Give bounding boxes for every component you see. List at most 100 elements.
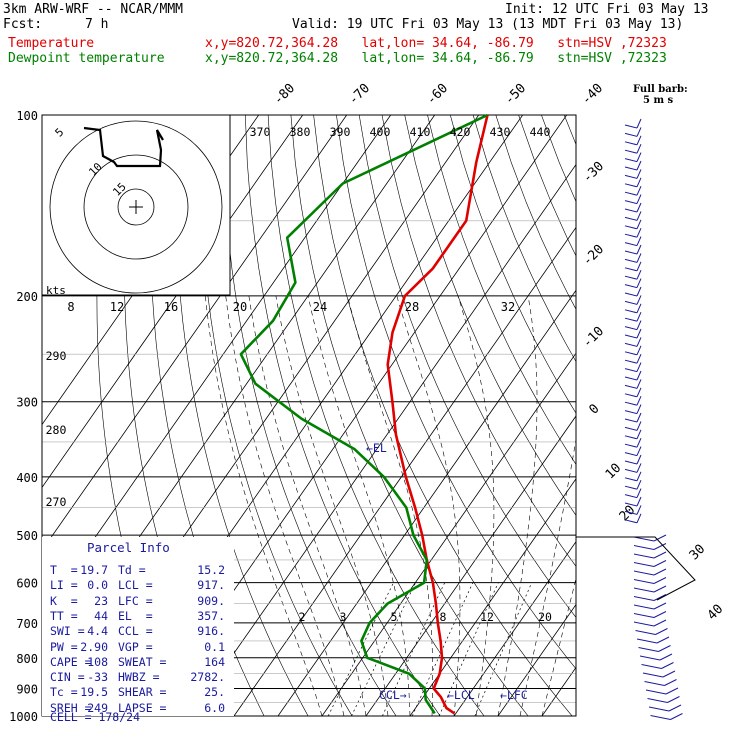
wind-barb xyxy=(653,577,667,584)
mixing-ratio-label: 5 xyxy=(391,610,398,624)
wind-barb xyxy=(636,479,642,490)
wind-barb xyxy=(653,551,667,559)
wind-barb xyxy=(653,543,667,550)
pressure-label: 400 xyxy=(16,471,38,485)
parcel-info-key: VGP = xyxy=(118,639,153,654)
parcel-info-key: SREH = xyxy=(50,700,92,715)
wind-barb xyxy=(658,645,671,652)
isotherm-label: 0 xyxy=(586,401,602,417)
parcel-info-key: EL = xyxy=(118,608,153,623)
wind-barb xyxy=(653,594,667,601)
theta-e-label: 410 xyxy=(410,125,431,139)
wind-barb xyxy=(636,261,642,272)
moist-adiabat xyxy=(347,295,433,716)
parcel-info-key: SWI = xyxy=(50,624,85,639)
parcel-info-value: 19.5 xyxy=(80,685,108,700)
mixing-ratio-label: 8 xyxy=(440,610,447,624)
parcel-info-key: LCL = xyxy=(118,578,153,593)
wind-barb xyxy=(624,258,638,263)
wind-barb xyxy=(636,353,642,364)
parcel-info-key: CAPE = xyxy=(50,654,92,669)
dry-adiabat xyxy=(313,115,573,716)
hodograph-ring xyxy=(83,154,189,260)
parcel-info-value: 23 xyxy=(94,593,108,608)
wind-barb xyxy=(636,143,642,154)
wind-barb xyxy=(636,185,642,196)
temperature-location: x,y=820.72,364.28 lat,lon= 34.64, -86.79… xyxy=(205,36,667,51)
wind-barb xyxy=(653,611,667,618)
wind-barb xyxy=(633,613,655,618)
wind-barb xyxy=(636,488,642,498)
mixing-ratio-line xyxy=(382,582,446,716)
mixing-ratio-line xyxy=(438,582,499,716)
parcel-info-value: 44 xyxy=(94,608,108,623)
dry-adiabat xyxy=(633,115,740,716)
wind-barb xyxy=(624,200,638,205)
wind-barb xyxy=(636,303,642,314)
dry-adiabat xyxy=(655,115,740,716)
parcel-info-cell: CELL = 178/24 xyxy=(50,710,141,724)
wind-barb xyxy=(633,604,655,610)
wind-barb xyxy=(624,376,638,381)
wind-barb xyxy=(633,621,655,627)
wind-barb xyxy=(656,636,670,644)
parcel-info-value: 909. xyxy=(197,593,225,608)
isotherm-line xyxy=(42,115,348,551)
wind-barb xyxy=(624,468,638,473)
pressure-label: 500 xyxy=(16,529,38,543)
moist-adiabat xyxy=(519,437,576,716)
wind-barb xyxy=(636,505,642,515)
parcel-info-value: 25. xyxy=(204,685,225,700)
isotherm-line xyxy=(586,115,740,716)
hodograph-speed-label: 16 xyxy=(164,300,178,314)
wind-barb xyxy=(636,286,642,297)
wind-barb xyxy=(647,698,668,703)
hodograph-ring xyxy=(117,188,155,226)
wind-barb xyxy=(624,158,638,163)
isotherm-line xyxy=(42,115,392,614)
isotherm-line xyxy=(321,352,576,716)
pressure-label: 1000 xyxy=(9,710,38,724)
wind-barb xyxy=(636,320,642,330)
lcl-marker: ←LCL xyxy=(447,688,475,702)
wind-barb xyxy=(636,362,642,372)
wind-barb xyxy=(624,460,638,465)
parcel-info-value: 249 xyxy=(87,700,108,715)
wind-barb xyxy=(624,485,638,490)
parcel-info-key: PW = xyxy=(50,639,78,654)
wind-barb xyxy=(624,124,638,129)
parcel-info-value: 916. xyxy=(197,624,225,639)
wind-barb xyxy=(624,309,638,314)
full-barb-label: Full barb: xyxy=(633,84,688,95)
hodograph-speed-label: 12 xyxy=(110,300,124,314)
wind-barb xyxy=(636,412,642,423)
wind-barb xyxy=(624,225,638,230)
wind-barb xyxy=(636,227,642,238)
isotherm-line xyxy=(42,115,304,489)
mixing-ratio-label: 20 xyxy=(538,610,552,624)
isotherm-label: -80 xyxy=(271,81,298,108)
theta-e-label: 400 xyxy=(370,125,391,139)
parcel-info-value: 15.2 xyxy=(197,563,225,577)
init-time: Init: 12 UTC Fri 03 May 13 xyxy=(505,2,709,17)
mixing-ratio-label: 12 xyxy=(480,610,494,624)
valid-time: Valid: 19 UTC Fri 03 May 13 (13 MDT Fri … xyxy=(292,17,684,32)
dry-adiabat-label: 290 xyxy=(46,349,67,363)
wind-barb xyxy=(636,379,642,389)
dry-adiabat xyxy=(678,115,740,716)
wind-barb xyxy=(624,275,638,280)
wind-barb xyxy=(644,681,665,686)
parcel-info-key: T = xyxy=(50,563,78,577)
dry-adiabat xyxy=(222,115,397,716)
isotherm-label: -60 xyxy=(424,81,451,108)
isotherm-label: 10 xyxy=(603,461,625,483)
kts-label: kts xyxy=(46,284,66,297)
moist-adiabat xyxy=(225,295,345,716)
wind-barb xyxy=(636,177,642,188)
mixing-ratio-line xyxy=(327,582,394,716)
parcel-info-key: CCL = xyxy=(118,624,153,639)
wind-barb xyxy=(624,368,638,373)
wind-barb xyxy=(636,244,642,255)
wind-barb xyxy=(636,454,642,465)
